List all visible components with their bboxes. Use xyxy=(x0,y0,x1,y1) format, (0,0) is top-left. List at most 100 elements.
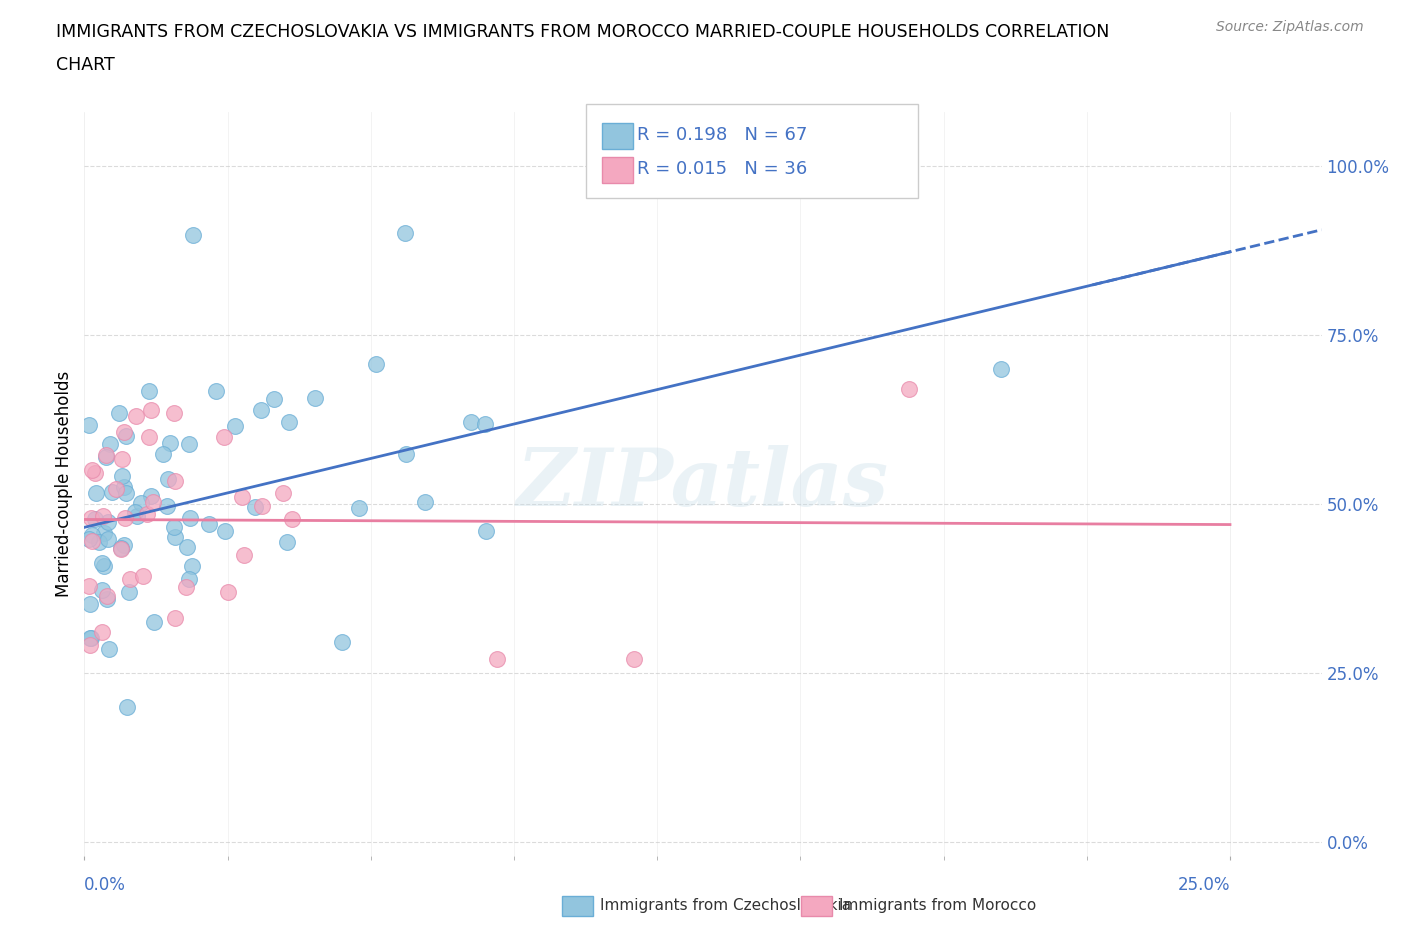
Point xyxy=(250,498,273,513)
Point xyxy=(232,547,254,562)
Text: R = 0.015   N = 36: R = 0.015 N = 36 xyxy=(637,160,807,179)
Point xyxy=(93,525,115,540)
Point xyxy=(177,436,200,451)
Point xyxy=(179,511,201,525)
Point xyxy=(80,527,103,542)
Point xyxy=(136,507,159,522)
Point xyxy=(395,446,418,461)
Point xyxy=(79,596,101,611)
Text: IMMIGRANTS FROM CZECHOSLOVAKIA VS IMMIGRANTS FROM MOROCCO MARRIED-COUPLE HOUSEHO: IMMIGRANTS FROM CZECHOSLOVAKIA VS IMMIGR… xyxy=(56,23,1109,41)
Point xyxy=(125,509,148,524)
Point xyxy=(77,532,100,547)
Point xyxy=(271,485,294,500)
Point xyxy=(129,496,152,511)
Point xyxy=(112,538,135,552)
Point xyxy=(80,631,103,645)
Point xyxy=(623,652,645,667)
Point xyxy=(176,539,198,554)
Point xyxy=(89,535,111,550)
Point xyxy=(98,436,121,451)
Point xyxy=(115,699,138,714)
Point xyxy=(366,356,388,371)
Point xyxy=(112,425,135,440)
Point xyxy=(394,226,416,241)
Point xyxy=(104,482,127,497)
Point xyxy=(100,485,122,499)
Point xyxy=(110,541,132,556)
Point xyxy=(77,578,100,593)
Point xyxy=(990,361,1012,376)
Point xyxy=(107,405,129,420)
Point xyxy=(97,514,120,529)
Point xyxy=(79,631,101,645)
Point xyxy=(898,381,921,396)
Point xyxy=(174,579,197,594)
Point xyxy=(217,584,239,599)
Point xyxy=(214,430,236,445)
Y-axis label: Married-couple Households: Married-couple Households xyxy=(55,370,73,597)
Point xyxy=(180,559,202,574)
Point xyxy=(84,512,107,526)
Point xyxy=(157,472,180,486)
Text: Immigrants from Morocco: Immigrants from Morocco xyxy=(839,898,1036,913)
Text: R = 0.198   N = 67: R = 0.198 N = 67 xyxy=(637,126,807,144)
Point xyxy=(94,447,117,462)
Point xyxy=(138,430,160,445)
Point xyxy=(159,436,181,451)
Point xyxy=(249,403,271,418)
Point xyxy=(111,469,134,484)
Point xyxy=(132,568,155,583)
Point xyxy=(80,510,103,525)
Point xyxy=(96,589,118,604)
Text: 25.0%: 25.0% xyxy=(1177,876,1230,895)
Point xyxy=(79,638,101,653)
Point xyxy=(332,634,354,649)
Text: Immigrants from Czechoslovakia: Immigrants from Czechoslovakia xyxy=(600,898,852,913)
Point xyxy=(156,498,179,513)
Point xyxy=(245,499,267,514)
Point xyxy=(118,571,141,586)
Point xyxy=(141,403,163,418)
Point xyxy=(118,584,141,599)
Point xyxy=(112,479,135,494)
Point xyxy=(124,504,146,519)
Point xyxy=(214,524,236,538)
Point xyxy=(80,463,103,478)
Point xyxy=(138,383,160,398)
Point xyxy=(98,642,121,657)
Point xyxy=(281,512,304,526)
Point xyxy=(115,485,138,500)
Point xyxy=(114,511,136,525)
Point xyxy=(460,415,482,430)
Point xyxy=(142,495,165,510)
Point xyxy=(97,532,120,547)
Point xyxy=(90,625,112,640)
Point xyxy=(111,452,134,467)
Point xyxy=(139,488,162,503)
Point xyxy=(349,500,371,515)
Point xyxy=(162,405,184,420)
Point xyxy=(82,533,104,548)
Text: ZIPatlas: ZIPatlas xyxy=(517,445,889,523)
Point xyxy=(263,392,285,406)
Point xyxy=(110,541,132,556)
Point xyxy=(276,534,298,549)
Point xyxy=(91,509,114,524)
Point xyxy=(83,465,105,480)
Point xyxy=(198,517,221,532)
Point xyxy=(96,591,118,606)
Point xyxy=(163,530,186,545)
Point xyxy=(163,610,186,625)
Point xyxy=(84,485,107,500)
Point xyxy=(474,524,496,538)
Point xyxy=(413,495,436,510)
Point xyxy=(90,555,112,570)
Point xyxy=(278,415,301,430)
Point xyxy=(224,418,246,433)
Point xyxy=(90,583,112,598)
Point xyxy=(205,383,228,398)
Point xyxy=(485,652,508,667)
Point xyxy=(125,409,148,424)
Point xyxy=(163,519,186,534)
Point xyxy=(94,449,117,464)
